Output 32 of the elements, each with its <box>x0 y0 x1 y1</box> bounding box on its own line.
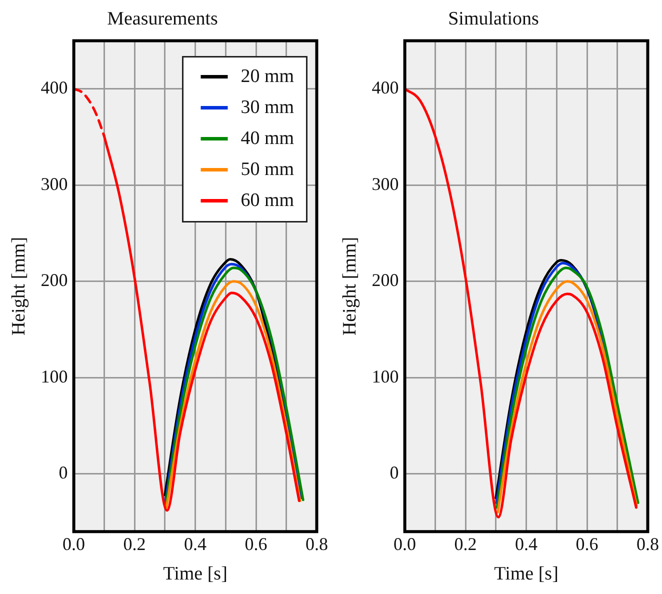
x-tick-label: 0.2 <box>454 534 477 554</box>
y-axis-title: Height [mm] <box>339 236 360 336</box>
x-tick-label: 0.2 <box>123 534 146 554</box>
legend-label: 40 mm <box>240 128 294 149</box>
legend-label: 20 mm <box>240 66 294 87</box>
y-tick-label: 100 <box>372 366 399 386</box>
y-tick-label: 0 <box>58 462 68 483</box>
y-tick-label: 400 <box>372 78 399 98</box>
y-tick-label: 200 <box>40 270 68 290</box>
y-tick-label: 300 <box>40 174 68 194</box>
y-axis-title: Height [mm] <box>8 236 30 336</box>
x-tick-label: 0.0 <box>394 534 416 554</box>
x-tick-label: 0.6 <box>576 534 598 554</box>
x-tick-label: 0.8 <box>636 534 659 554</box>
chart-title: Measurements <box>107 8 218 30</box>
legend-label: 50 mm <box>240 158 294 180</box>
x-tick-label: 0.8 <box>306 534 328 554</box>
x-tick-label: 0.0 <box>62 534 86 554</box>
x-tick-label: 0.4 <box>515 534 538 554</box>
x-axis-title: Time [s] <box>494 564 558 585</box>
y-tick-label: 0 <box>390 462 399 483</box>
x-tick-label: 0.4 <box>184 534 207 554</box>
legend-label: 30 mm <box>240 96 294 118</box>
y-tick-label: 400 <box>40 78 68 98</box>
y-tick-label: 300 <box>372 174 399 194</box>
legend-label: 60 mm <box>240 190 294 211</box>
y-tick-label: 100 <box>40 366 68 386</box>
chart-title: Simulations <box>448 8 539 30</box>
x-axis-title: Time [s] <box>163 564 228 585</box>
line-series <box>404 88 638 518</box>
y-tick-label: 200 <box>372 270 399 290</box>
x-tick-label: 0.6 <box>244 534 268 554</box>
